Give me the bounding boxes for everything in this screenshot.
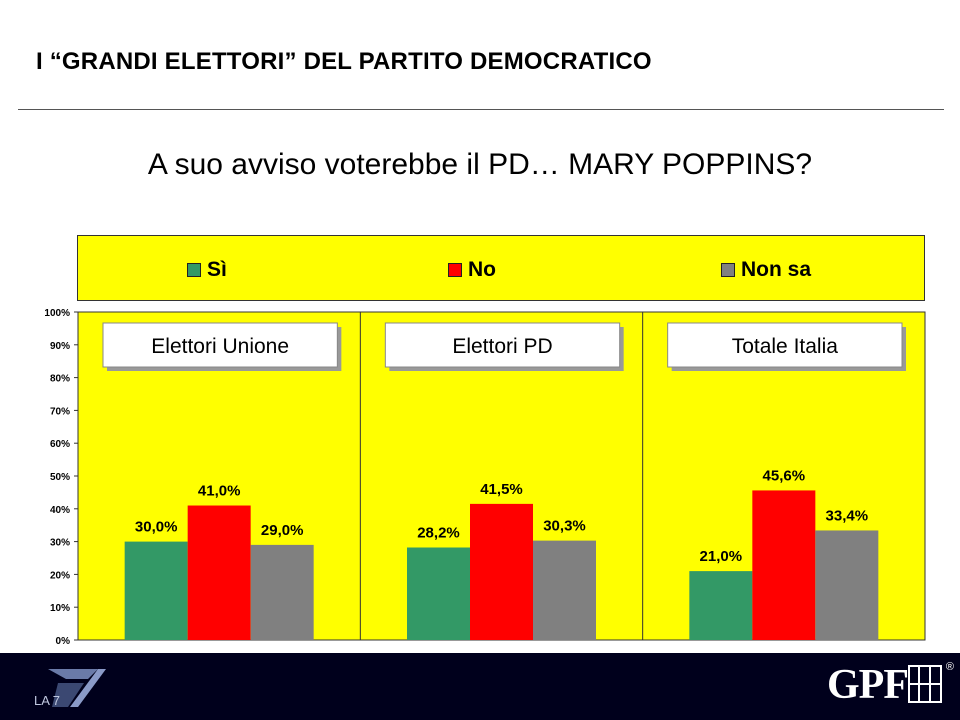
page-title: I “GRANDI ELETTORI” DEL PARTITO DEMOCRAT… <box>36 48 652 75</box>
data-label-no: 41,5% <box>480 481 523 498</box>
legend-swatch-no <box>448 263 462 277</box>
gpf-logo: GPF <box>827 662 909 708</box>
bar-non-sa <box>815 530 879 640</box>
category-box <box>667 322 903 368</box>
legend-label-non-sa: Non sa <box>741 258 812 281</box>
data-label-si: 30,0% <box>135 519 178 536</box>
y-tick-label: 20% <box>50 570 70 581</box>
category-label: Totale Italia <box>732 335 839 358</box>
data-label-si: 21,0% <box>700 548 743 565</box>
y-tick-label: 40% <box>50 505 70 516</box>
bar-si <box>124 541 188 640</box>
data-label-no: 41,0% <box>198 483 241 500</box>
legend-label-no: No <box>468 258 496 281</box>
bar-si <box>407 547 470 640</box>
category-label: Elettori Unione <box>151 335 289 358</box>
y-tick-label: 50% <box>50 472 70 483</box>
chart-layer: 0% 10% 20% 30% 40% 50% 60% 70% 80% 90% 100% Elettor… <box>44 308 926 647</box>
y-tick-label: 70% <box>50 406 70 417</box>
y-tick-label: 80% <box>50 374 70 385</box>
data-label-no: 45,6% <box>763 467 806 484</box>
category-box <box>384 322 621 368</box>
bar-non-sa <box>533 540 596 640</box>
title-divider <box>18 109 944 110</box>
legend-item-no: No <box>448 258 496 282</box>
legend-swatch-si <box>187 263 201 277</box>
data-label-si: 28,2% <box>417 525 460 542</box>
y-tick-label: 100% <box>44 308 70 319</box>
data-label-non-sa: 29,0% <box>261 522 304 539</box>
bar-non-sa <box>250 544 314 640</box>
y-tick-label: 90% <box>50 341 70 352</box>
legend-item-non-sa: Non sa <box>721 258 811 282</box>
legend-label-si: Sì <box>207 258 227 281</box>
y-tick-label: 60% <box>50 439 70 450</box>
bar-chart: 0% 10% 20% 30% 40% 50% 60% 70% 80% 90% 100% Elettor… <box>44 308 926 647</box>
legend-item-si: Sì <box>187 258 227 282</box>
category-label: Elettori PD <box>452 335 552 358</box>
registered-mark: ® <box>945 661 954 673</box>
bar-no <box>470 503 533 640</box>
chart-legend: Sì No Non sa <box>77 235 925 301</box>
y-tick-label: 0% <box>56 636 71 647</box>
gpf-grid-mark <box>908 665 942 703</box>
chart-question: A suo avviso voterebbe il PD… MARY POPPI… <box>147 148 813 181</box>
la7-logo-text: LA 7 <box>34 693 60 708</box>
category-box <box>102 322 338 368</box>
bar-si <box>689 571 753 640</box>
data-label-non-sa: 30,3% <box>543 518 586 535</box>
bar-no <box>752 490 816 640</box>
y-tick-label: 30% <box>50 538 70 549</box>
legend-swatch-non-sa <box>721 263 735 277</box>
data-label-non-sa: 33,4% <box>826 507 869 524</box>
la7-logo: LA 7 <box>34 669 106 708</box>
footer-bar: LA 7 GPF ® <box>0 653 960 720</box>
bar-no <box>187 505 251 640</box>
y-tick-label: 10% <box>50 603 70 614</box>
